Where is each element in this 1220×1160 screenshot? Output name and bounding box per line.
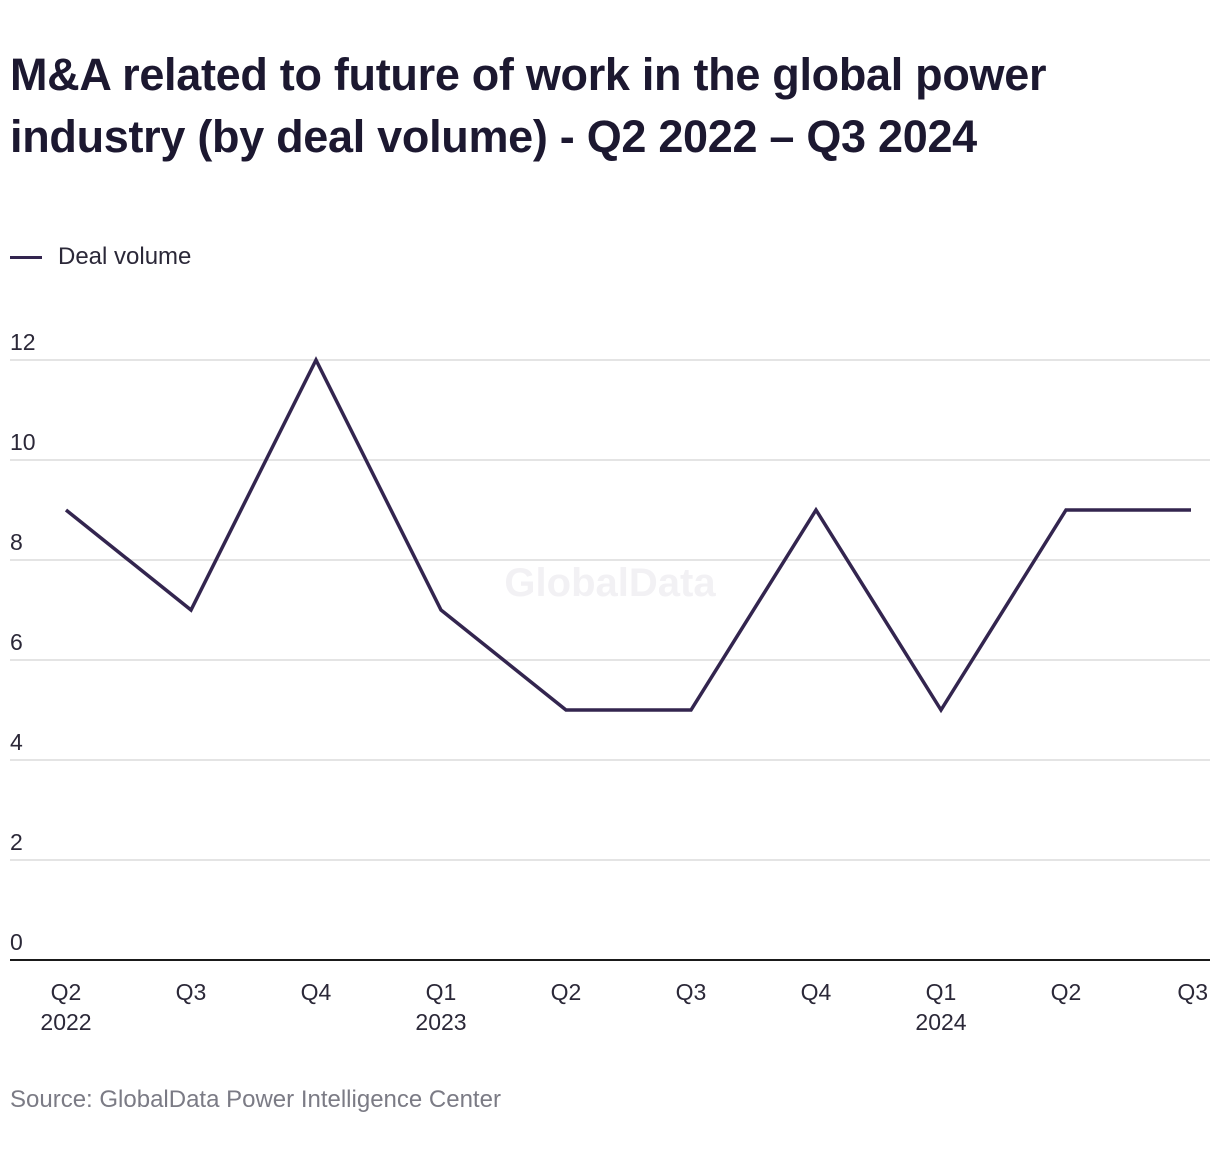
y-tick-label: 0 xyxy=(10,929,23,955)
x-tick-label: Q2 xyxy=(1051,979,1082,1005)
x-tick-year-label: 2023 xyxy=(415,1009,466,1035)
y-axis-labels: 0 2 4 6 8 10 12 xyxy=(10,329,36,955)
y-tick-label: 4 xyxy=(10,729,23,755)
watermark: GlobalData xyxy=(504,561,716,605)
legend-swatch xyxy=(10,255,42,259)
y-tick-label: 2 xyxy=(10,829,23,855)
y-tick-label: 6 xyxy=(10,629,23,655)
x-tick-label: Q2 xyxy=(51,979,82,1005)
x-tick-label: Q4 xyxy=(301,979,332,1005)
series-line-deal-volume xyxy=(64,356,1191,714)
series-group xyxy=(64,356,1191,714)
x-tick-label: Q1 xyxy=(426,979,457,1005)
x-tick-label: Q3 xyxy=(1177,979,1208,1005)
x-tick-year-label: 2022 xyxy=(40,1009,91,1035)
x-tick-year-label: 2024 xyxy=(915,1009,966,1035)
x-tick-label: Q2 xyxy=(551,979,582,1005)
x-axis-labels: Q2 2022 Q3 Q4 Q1 2023 Q2 Q3 Q4 Q1 2024 Q2 Q3 xyxy=(40,979,1208,1035)
y-tick-label: 8 xyxy=(10,529,23,555)
y-tick-label: 10 xyxy=(10,429,36,455)
gridlines xyxy=(10,359,1210,961)
legend-label: Deal volume xyxy=(58,243,192,270)
y-tick-label: 12 xyxy=(10,329,36,355)
legend: Deal volume xyxy=(10,240,191,274)
x-tick-label: Q3 xyxy=(176,979,207,1005)
x-tick-label: Q1 xyxy=(926,979,957,1005)
chart-title: M&A related to future of work in the glo… xyxy=(10,49,1047,162)
x-tick-label: Q3 xyxy=(676,979,707,1005)
source-note: Source: GlobalData Power Intelligence Ce… xyxy=(10,1086,501,1113)
x-tick-label: Q4 xyxy=(801,979,832,1005)
